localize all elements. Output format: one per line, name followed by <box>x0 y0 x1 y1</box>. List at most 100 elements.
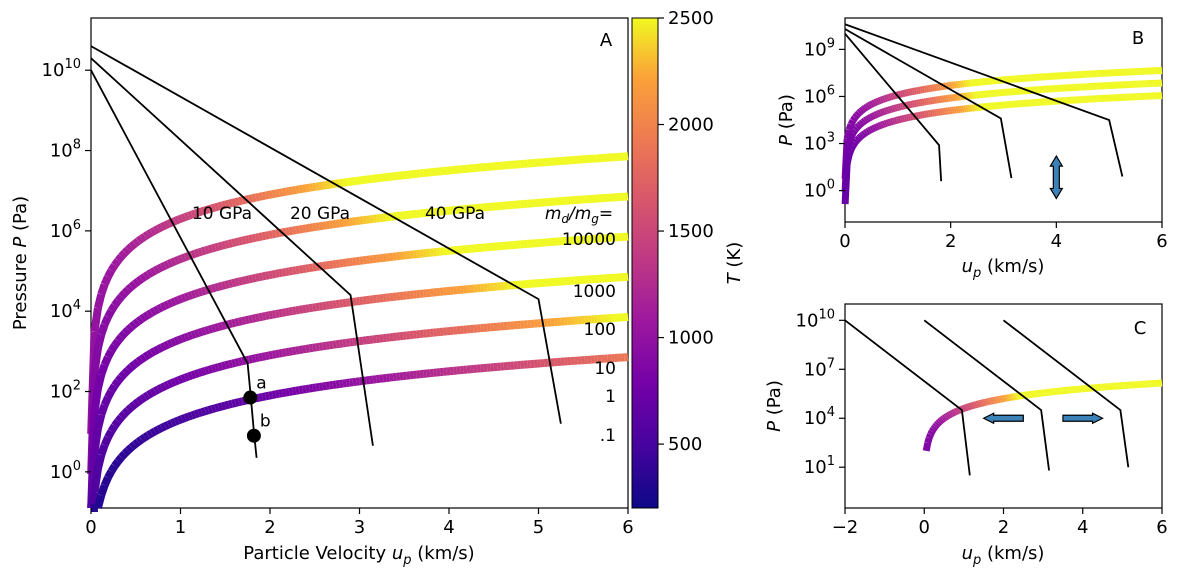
hugoniot-segment <box>863 129 869 137</box>
hugoniot-segment <box>241 276 247 285</box>
hugoniot-segment <box>234 277 240 287</box>
panel-b-hugoniot-curves <box>841 66 1163 205</box>
hugoniot-segment <box>214 403 220 413</box>
b-y-tick-label: 106 <box>804 83 835 107</box>
hugoniot-segment <box>248 355 254 364</box>
hugoniot-segment <box>254 353 260 363</box>
hugoniot-segment <box>210 203 217 213</box>
hugoniot-segment <box>125 243 135 253</box>
hugoniot-segment <box>871 124 877 132</box>
hugoniot-segment <box>111 258 122 268</box>
hugoniot-segment <box>118 330 128 340</box>
hugoniot-segment <box>142 271 151 281</box>
hugoniot-segment <box>322 381 327 391</box>
hugoniot-segment <box>204 245 210 255</box>
colorbar-tick-label: 1000 <box>668 328 714 349</box>
hugoniot-segment <box>104 308 115 319</box>
hugoniot-segment <box>97 283 109 296</box>
hugoniot-segment <box>850 128 858 136</box>
a-y-tick-label: 102 <box>50 379 81 403</box>
a-x-tick-label: 0 <box>85 517 96 538</box>
hugoniot-segment <box>193 248 200 258</box>
colorbar: 500 1000 1500 2000 2500 T (K) <box>631 8 745 509</box>
hugoniot-segment <box>94 413 106 430</box>
hugoniot-segment <box>159 342 167 352</box>
panel-b: 0 2 4 6 100 103 106 109 B up (km/s) P (Pa) <box>776 17 1168 281</box>
hugoniot-segment <box>867 126 873 134</box>
panel-c-frame <box>844 303 1163 509</box>
hugoniot-segment <box>288 307 294 316</box>
hugoniot-segment <box>128 441 138 451</box>
hugoniot-segment <box>107 423 119 434</box>
hugoniot-segment <box>891 92 896 100</box>
hugoniot-segment <box>274 349 280 359</box>
hugoniot-segment <box>107 383 119 394</box>
point-label-b: b <box>260 412 271 432</box>
hugoniot-segment <box>200 326 207 336</box>
hugoniot-segment <box>858 131 866 140</box>
hugoniot-segment <box>94 373 106 390</box>
hugoniot-segment <box>308 384 314 393</box>
hugoniot-segment <box>268 270 274 280</box>
hugoniot-segment <box>173 215 180 225</box>
hugoniot-segment <box>883 119 888 128</box>
hugoniot-segment <box>90 307 102 333</box>
hugoniot-segment <box>132 237 141 247</box>
hugoniot-segment <box>135 436 144 446</box>
hugoniot-segment <box>200 246 207 256</box>
hugoniot-segment <box>278 188 284 197</box>
hugoniot-segment <box>877 96 883 105</box>
hugoniot-segment <box>97 363 109 377</box>
hugoniot-segment <box>881 108 886 116</box>
hugoniot-segment <box>935 419 942 426</box>
hugoniot-segment <box>190 209 197 219</box>
hugoniot-segment <box>121 407 131 417</box>
hugoniot-segment <box>153 345 161 355</box>
panel-b-label: B <box>1132 28 1144 49</box>
hugoniot-segment <box>845 123 855 132</box>
hugoniot-segment <box>929 427 937 434</box>
hugoniot-segment <box>104 469 115 480</box>
md-mg-10000: 10000 <box>562 230 616 250</box>
hugoniot-segment <box>111 418 122 429</box>
hugoniot-segment <box>261 352 267 361</box>
hugoniot-segment <box>132 278 141 288</box>
hugoniot-segment <box>200 206 207 216</box>
c-x-tick-label: 6 <box>1156 517 1167 538</box>
hugoniot-segment <box>873 98 879 106</box>
hugoniot-segment <box>193 288 200 298</box>
projectile-line <box>844 28 1013 179</box>
panel-c-label: C <box>1134 318 1147 339</box>
hugoniot-segment <box>248 194 254 203</box>
c-x-tick-label: 0 <box>919 517 930 538</box>
hugoniot-segment <box>251 193 257 203</box>
hugoniot-segment <box>187 411 194 421</box>
hugoniot-segment <box>104 429 115 440</box>
hugoniot-segment <box>231 318 237 328</box>
a-x-tick-label: 6 <box>622 517 633 538</box>
panel-c-y-ticks: 101 104 107 1010 <box>796 307 845 478</box>
colorbar-ticks: 500 1000 1500 2000 2500 <box>658 8 714 455</box>
hugoniot-segment <box>315 182 320 191</box>
hugoniot-segment <box>100 476 112 487</box>
hugoniot-segment <box>118 450 128 461</box>
hugoniot-segment <box>308 343 314 353</box>
hugoniot-segment <box>244 275 250 284</box>
hugoniot-segment <box>237 236 244 246</box>
hugoniot-segment <box>889 118 894 126</box>
hugoniot-segment <box>132 438 141 448</box>
hugoniot-segment <box>159 221 167 231</box>
hugoniot-segment <box>271 269 277 279</box>
hugoniot-segment <box>261 392 267 401</box>
label-20gpa: 20 GPa <box>290 204 350 224</box>
hugoniot-segment <box>885 106 890 115</box>
hugoniot-segment <box>261 231 267 241</box>
hugoniot-segment <box>856 108 864 116</box>
hugoniot-segment <box>946 411 952 419</box>
hugoniot-segment <box>308 183 314 192</box>
hugoniot-segment <box>187 371 194 381</box>
hugoniot-segment <box>251 354 257 363</box>
hugoniot-segment <box>885 94 890 102</box>
hugoniot-segment <box>933 421 941 428</box>
hugoniot-segment <box>288 266 294 276</box>
